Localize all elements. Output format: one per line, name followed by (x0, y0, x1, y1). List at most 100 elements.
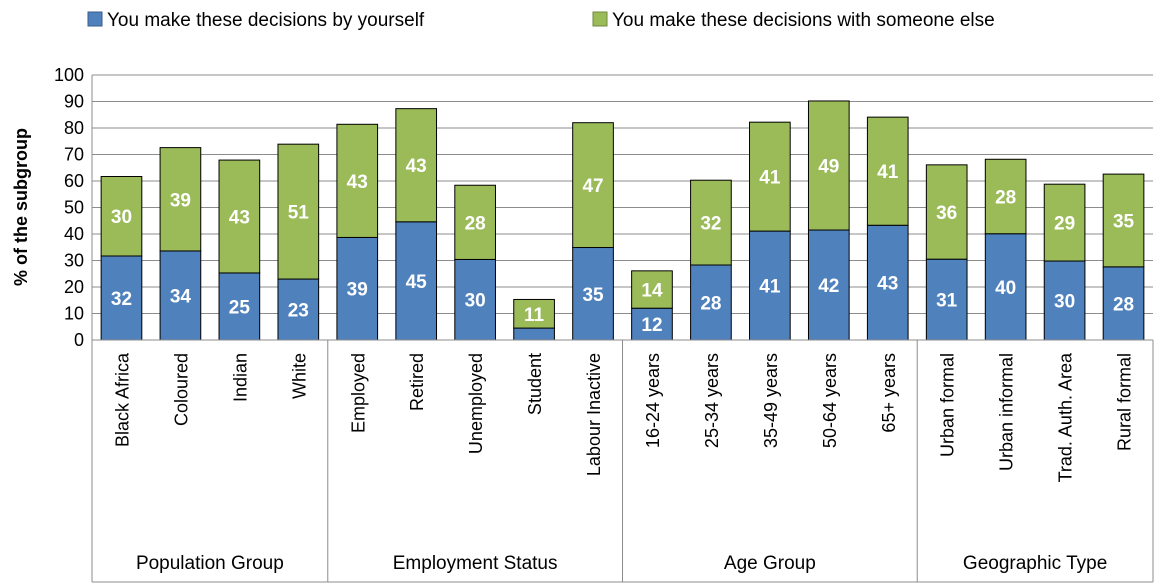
legend-swatch-by-yourself (87, 11, 103, 27)
group-label: Geographic Type (963, 553, 1107, 574)
category-label: 35-49 years (761, 353, 781, 448)
group-label: Employment Status (393, 553, 558, 574)
bar-segment (984, 158, 1027, 235)
y-tick-label: 90 (64, 92, 84, 112)
data-label: 43 (347, 172, 368, 193)
category-label: Trad. Auth. Area (1056, 352, 1076, 482)
category-label: Black Africa (112, 352, 132, 447)
data-label: 49 (818, 156, 839, 177)
y-tick-label: 100 (54, 65, 84, 85)
group-label: Population Group (136, 553, 284, 574)
data-label: 25 (229, 297, 251, 318)
y-axis-ticks: 0 10 20 30 40 50 60 70 80 90 100 (54, 65, 84, 350)
bar-segment (513, 327, 555, 341)
bar-segment (513, 298, 555, 329)
bar-segment (690, 179, 732, 266)
data-label: 41 (759, 277, 781, 298)
bar-segment (1102, 173, 1145, 268)
category-label: Indian (230, 353, 250, 402)
data-label: 41 (877, 162, 899, 183)
bar-segment (277, 143, 320, 280)
legend: You make these decisions by yourself You… (87, 10, 995, 31)
bar-segment (631, 270, 673, 309)
data-label: 43 (877, 274, 898, 295)
y-tick-label: 60 (64, 171, 84, 191)
bar-segment (925, 164, 968, 260)
data-label: 32 (700, 214, 721, 235)
data-label: 30 (465, 291, 486, 312)
bar-segment (159, 250, 202, 341)
category-label: Unemployed (466, 353, 486, 454)
bars: 32 30 34 39 25 43 23 51 39 43 45 43 30 28 11 35 47 12 14 28… (100, 100, 1145, 341)
category-label: Retired (407, 353, 427, 411)
data-label: 40 (995, 278, 1016, 299)
data-label: 29 (1054, 214, 1075, 235)
data-label: 39 (347, 280, 368, 301)
data-label: 12 (641, 315, 662, 336)
bar-segment (218, 272, 261, 341)
category-label: White (289, 353, 309, 399)
bar-segment (336, 123, 379, 238)
bar-segment (1043, 183, 1086, 262)
category-label: Urban formal (938, 353, 958, 457)
y-tick-label: 80 (64, 118, 84, 138)
data-label: 51 (288, 203, 310, 224)
category-label: 65+ years (879, 353, 899, 433)
y-axis-label: % of the subgroup (11, 128, 31, 286)
y-tick-label: 0 (74, 330, 84, 350)
y-tick-label: 20 (64, 277, 84, 297)
bar-segment (336, 236, 379, 341)
data-label: 23 (288, 301, 309, 322)
y-tick-label: 10 (64, 304, 84, 324)
data-label: 47 (582, 176, 603, 197)
data-label: 28 (1113, 294, 1134, 315)
category-label: Labour Inactive (584, 353, 604, 476)
bar-segment (866, 116, 909, 226)
category-label: Rural formal (1115, 353, 1135, 451)
bar-segment (690, 264, 732, 341)
bar-segment (572, 247, 614, 341)
bar-segment (100, 255, 143, 341)
data-label: 41 (759, 168, 781, 189)
legend-label-with-someone-else: You make these decisions with someone el… (612, 10, 995, 31)
y-tick-label: 50 (64, 198, 84, 218)
category-label: 50-64 years (820, 353, 840, 448)
bar-segment (395, 108, 438, 223)
data-label: 45 (406, 272, 428, 293)
bar-segment (100, 175, 143, 257)
legend-label-by-yourself: You make these decisions by yourself (107, 10, 425, 31)
group-label: Age Group (724, 553, 816, 574)
bar-segment (572, 122, 614, 249)
category-label: Urban informal (997, 353, 1017, 471)
bar-segment (454, 258, 496, 341)
data-label: 28 (995, 188, 1016, 209)
category-label: 25-34 years (702, 353, 722, 448)
data-label: 36 (936, 203, 957, 224)
data-label: 31 (936, 291, 958, 312)
data-label: 14 (641, 281, 663, 302)
data-label: 43 (406, 156, 427, 177)
bar-segment (395, 221, 438, 341)
category-label: 16-24 years (643, 353, 663, 448)
bar-segment (749, 230, 791, 341)
category-label: Student (525, 353, 545, 415)
bar-segment (807, 229, 850, 341)
y-tick-label: 30 (64, 251, 84, 271)
bar-segment (159, 147, 202, 252)
data-label: 34 (170, 286, 192, 307)
data-label: 30 (111, 207, 132, 228)
data-label: 42 (818, 276, 839, 297)
y-tick-label: 70 (64, 145, 84, 165)
category-label: Employed (348, 353, 368, 433)
data-label: 35 (582, 285, 604, 306)
data-label: 28 (465, 213, 486, 234)
gridlines (92, 74, 1153, 341)
data-label: 39 (170, 190, 191, 211)
bar-segment (749, 121, 791, 232)
data-label: 35 (1113, 211, 1135, 232)
data-label: 32 (111, 289, 132, 310)
x-axis: Black Africa Coloured Indian White Employed R… (91, 75, 1154, 583)
data-label: 28 (700, 294, 721, 315)
data-label: 43 (229, 208, 250, 229)
